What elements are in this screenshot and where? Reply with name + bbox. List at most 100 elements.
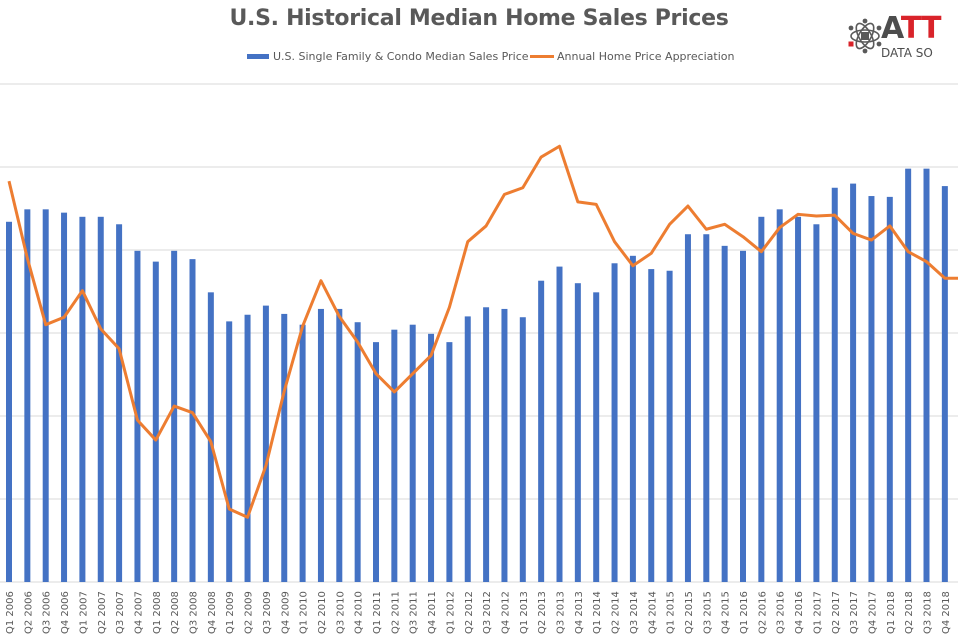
bar-q3-2018 [923, 168, 930, 582]
bar-q1-2015 [666, 270, 673, 582]
x-tick-label: Q1 2015 [666, 591, 677, 634]
x-tick-label: Q3 2009 [262, 591, 273, 634]
bar-q3-2006 [42, 209, 49, 582]
bar-q2-2011 [391, 329, 398, 582]
x-tick-label: Q4 2018 [941, 591, 952, 634]
x-axis-labels: Q1 2006 Q2 2006 Q3 2006 Q4 2006 Q1 2007 Q2 20… [5, 591, 952, 634]
x-tick-label: Q4 2017 [867, 591, 878, 634]
bar-q1-2013 [519, 317, 526, 582]
x-tick-label: Q2 2011 [390, 591, 401, 634]
bar-q3-2008 [189, 259, 196, 582]
bar-q1-2011 [373, 342, 379, 582]
bar-q2-2006 [24, 209, 31, 582]
bar-q3-2015 [703, 234, 710, 583]
legend-item-median-price: U.S. Single Family & Condo Median Sales … [247, 50, 529, 63]
bar-q1-2007 [79, 216, 86, 583]
bar-q2-2007 [97, 216, 104, 583]
bar-q4-2008 [207, 292, 214, 582]
bar-q1-2016 [740, 250, 746, 582]
line-series [7, 144, 958, 519]
x-tick-label: Q4 2013 [574, 591, 585, 634]
chart-title: U.S. Historical Median Home Sales Prices [229, 6, 729, 31]
x-tick-label: Q2 2009 [244, 591, 255, 634]
bar-q4-2013 [574, 283, 581, 582]
bar-q2-2017 [831, 187, 838, 582]
x-tick-label: Q1 2013 [519, 591, 530, 634]
bar-q3-2017 [850, 183, 857, 582]
x-tick-label: Q1 2012 [445, 591, 456, 634]
bar-q2-2013 [538, 280, 545, 582]
x-tick-label: Q3 2007 [115, 591, 126, 634]
attom-logo: ATT DATA SO [846, 8, 958, 62]
legend-label-median-price: U.S. Single Family & Condo Median Sales … [273, 50, 529, 63]
bar-q2-2008 [171, 250, 178, 582]
x-tick-label: Q4 2012 [500, 591, 511, 634]
bar-q1-2018 [886, 196, 893, 582]
x-tick-label: Q1 2008 [152, 591, 163, 634]
x-tick-label: Q1 2016 [739, 591, 750, 634]
legend-label-appreciation: Annual Home Price Appreciation [557, 50, 735, 63]
bar-q3-2016 [776, 209, 783, 582]
bar-q4-2016 [795, 216, 802, 583]
x-tick-label: Q1 2010 [299, 591, 310, 634]
bar-q3-2012 [483, 307, 490, 582]
x-tick-label: Q3 2006 [42, 591, 53, 634]
x-tick-label: Q4 2015 [721, 591, 732, 634]
x-tick-label: Q4 2007 [133, 591, 144, 634]
bar-q4-2018 [941, 186, 948, 582]
bar-q2-2016 [758, 216, 765, 583]
bar-q2-2009 [244, 314, 251, 582]
bar-q2-2010 [317, 308, 324, 582]
x-tick-label: Q4 2011 [427, 591, 438, 634]
x-tick-label: Q2 2010 [317, 591, 328, 634]
x-tick-label: Q3 2014 [629, 591, 640, 634]
legend-item-appreciation: Annual Home Price Appreciation [530, 50, 735, 63]
x-tick-label: Q4 2014 [647, 591, 658, 634]
x-tick-label: Q3 2011 [409, 591, 420, 634]
bar-q2-2014 [611, 263, 618, 582]
bar-q3-2014 [629, 255, 636, 582]
x-tick-label: Q1 2009 [225, 591, 236, 634]
x-tick-label: Q1 2011 [372, 591, 383, 634]
atom-network-icon [848, 18, 882, 54]
bar-q3-2007 [116, 224, 123, 582]
bar-q3-2009 [262, 305, 269, 582]
bar-q4-2017 [868, 196, 875, 583]
x-tick-label: Q1 2018 [886, 591, 897, 634]
x-tick-label: Q3 2018 [923, 591, 934, 634]
x-tick-label: Q2 2016 [757, 591, 768, 634]
bar-q2-2018 [905, 168, 912, 582]
legend-swatch-bar [247, 54, 269, 59]
x-tick-label: Q2 2017 [831, 591, 842, 634]
bar-q1-2010 [299, 324, 306, 582]
logo-letter-a: A [881, 11, 902, 46]
x-tick-label: Q1 2014 [592, 591, 603, 634]
x-tick-label: Q3 2010 [335, 591, 346, 634]
x-tick-label: Q4 2006 [60, 591, 71, 634]
bar-q4-2014 [648, 269, 655, 582]
bar-q1-2008 [152, 261, 159, 582]
bar-q3-2013 [556, 266, 563, 582]
bar-q3-2011 [409, 324, 416, 582]
bar-q4-2010 [354, 322, 361, 582]
bar-q4-2012 [501, 308, 508, 582]
x-tick-label: Q1 2006 [5, 591, 16, 634]
bar-q1-2014 [593, 292, 600, 582]
x-tick-label: Q4 2008 [207, 591, 218, 634]
x-tick-label: Q3 2017 [849, 591, 860, 634]
bar-q4-2006 [61, 212, 68, 582]
x-tick-label: Q4 2016 [794, 591, 805, 634]
x-tick-label: Q3 2012 [482, 591, 493, 634]
bar-q1-2009 [226, 321, 233, 582]
x-tick-label: Q3 2008 [189, 591, 200, 634]
x-tick-label: Q3 2015 [702, 591, 713, 634]
logo-tagline: DATA SO [881, 46, 933, 60]
x-tick-label: Q2 2006 [23, 591, 34, 634]
x-tick-label: Q2 2015 [684, 591, 695, 634]
legend: U.S. Single Family & Condo Median Sales … [0, 50, 958, 66]
x-tick-label: Q4 2010 [354, 591, 365, 634]
bar-q1-2006 [6, 221, 12, 582]
x-tick-label: Q1 2007 [78, 591, 89, 634]
bar-q3-2010 [336, 308, 343, 582]
bar-series [6, 168, 948, 583]
